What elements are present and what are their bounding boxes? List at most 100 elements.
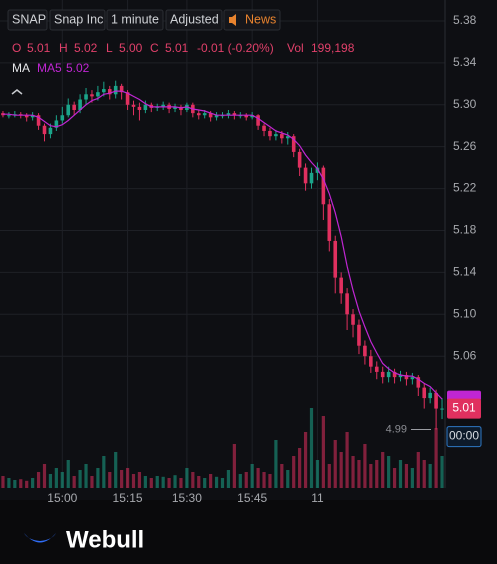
volume-bar bbox=[203, 478, 207, 488]
header-tab[interactable] bbox=[49, 9, 106, 31]
indicator-label: MA bbox=[12, 61, 30, 75]
volume-bar bbox=[120, 470, 124, 488]
volume-bar bbox=[114, 452, 118, 488]
header-tab[interactable] bbox=[106, 9, 164, 31]
countdown-box bbox=[446, 426, 482, 448]
volume-bar bbox=[244, 472, 248, 488]
volume-bar bbox=[161, 476, 165, 488]
volume-bar bbox=[96, 468, 100, 488]
candle-body bbox=[30, 115, 35, 118]
volume-bar bbox=[434, 428, 438, 488]
volume-bar bbox=[137, 472, 142, 488]
candle-body bbox=[78, 99, 82, 110]
volume-bar bbox=[440, 456, 444, 488]
candle-body bbox=[268, 130, 272, 137]
candle-body bbox=[226, 113, 231, 116]
candle-body bbox=[274, 134, 278, 137]
candle-body bbox=[434, 392, 438, 409]
volume-bar bbox=[13, 480, 17, 488]
volume-bar bbox=[84, 464, 88, 488]
volume-bar bbox=[345, 432, 349, 488]
candle-body bbox=[333, 240, 338, 278]
candle-body bbox=[72, 104, 76, 110]
candle-body bbox=[321, 167, 326, 205]
volume-bar bbox=[66, 460, 70, 488]
candle-body bbox=[404, 375, 409, 380]
candle-body bbox=[143, 104, 148, 110]
volume-bar bbox=[392, 468, 397, 488]
candle-body bbox=[280, 134, 284, 139]
news-label[interactable]: News bbox=[245, 12, 276, 26]
volume-bar bbox=[143, 476, 147, 488]
candle-body bbox=[36, 115, 41, 126]
volume-bar bbox=[375, 460, 379, 488]
candle-body bbox=[7, 115, 11, 117]
volume-bar bbox=[369, 464, 373, 488]
volume-value: 199,198 bbox=[311, 41, 355, 55]
news-tab[interactable] bbox=[223, 9, 281, 31]
quote-change: -0.01 (-0.20%) bbox=[197, 41, 274, 55]
x-tick-label: 11 bbox=[311, 491, 324, 505]
candle-body bbox=[84, 94, 88, 100]
volume-bar bbox=[167, 478, 171, 488]
volume-bar bbox=[54, 468, 58, 488]
y-tick-label: 5.18 bbox=[453, 223, 477, 237]
y-tick-label: 5.30 bbox=[453, 97, 477, 111]
candle-body bbox=[297, 151, 302, 168]
candle-body bbox=[66, 104, 71, 116]
collapse-chevron[interactable] bbox=[11, 89, 23, 95]
footer bbox=[0, 500, 497, 564]
candle-body bbox=[428, 392, 432, 399]
volume-bar bbox=[298, 448, 302, 488]
candle-body bbox=[416, 377, 421, 388]
volume-bar bbox=[179, 478, 183, 488]
volume-bar bbox=[410, 468, 414, 488]
quote-value: 5.01 bbox=[165, 41, 189, 55]
header-tab-label[interactable]: 1 minute bbox=[111, 12, 159, 26]
volume-bar bbox=[42, 464, 47, 488]
header-tab[interactable] bbox=[165, 9, 223, 31]
volume-bar bbox=[108, 472, 112, 488]
header-tab-label[interactable]: Adjusted bbox=[170, 12, 219, 26]
candle-body bbox=[262, 125, 266, 131]
volume-bar bbox=[90, 476, 94, 488]
logo-icon bbox=[24, 533, 56, 543]
candle-body bbox=[54, 120, 59, 128]
header-tab[interactable] bbox=[7, 9, 48, 31]
volume-bar bbox=[226, 470, 231, 488]
candle-body bbox=[250, 115, 254, 118]
candle-body bbox=[196, 113, 201, 116]
price-label: 5.01 bbox=[452, 401, 476, 415]
volume-bar bbox=[31, 478, 35, 488]
volume-bar bbox=[256, 468, 260, 488]
candle-body bbox=[131, 104, 136, 107]
volume-bar bbox=[422, 460, 426, 488]
candle-body bbox=[173, 106, 177, 109]
candle-body bbox=[125, 92, 130, 105]
header-tab-label[interactable]: SNAP bbox=[12, 12, 46, 26]
quote-label: C bbox=[150, 41, 159, 55]
volume-bar bbox=[1, 476, 5, 488]
volume-bar bbox=[339, 452, 343, 488]
volume-bar bbox=[197, 476, 201, 488]
volume-bar bbox=[333, 440, 337, 488]
quote-label: O bbox=[12, 41, 21, 55]
candle-body bbox=[369, 356, 373, 367]
y-tick-label: 5.10 bbox=[453, 306, 477, 320]
candle-body bbox=[285, 136, 290, 139]
ma-line bbox=[3, 90, 443, 400]
candle-body bbox=[380, 371, 385, 378]
candle-body bbox=[161, 104, 165, 107]
brand: Webull bbox=[66, 526, 144, 553]
volume-bar bbox=[131, 474, 136, 488]
candle-body bbox=[42, 125, 47, 135]
candle-body bbox=[363, 345, 367, 357]
volume-bar bbox=[309, 408, 314, 488]
y-tick-label: 5.34 bbox=[453, 55, 477, 69]
volume-bar bbox=[36, 472, 41, 488]
quote-value: 5.00 bbox=[119, 41, 143, 55]
volume-bar bbox=[303, 432, 308, 488]
header-tab-label[interactable]: Snap Inc bbox=[54, 12, 103, 26]
volume-bar bbox=[214, 476, 219, 488]
